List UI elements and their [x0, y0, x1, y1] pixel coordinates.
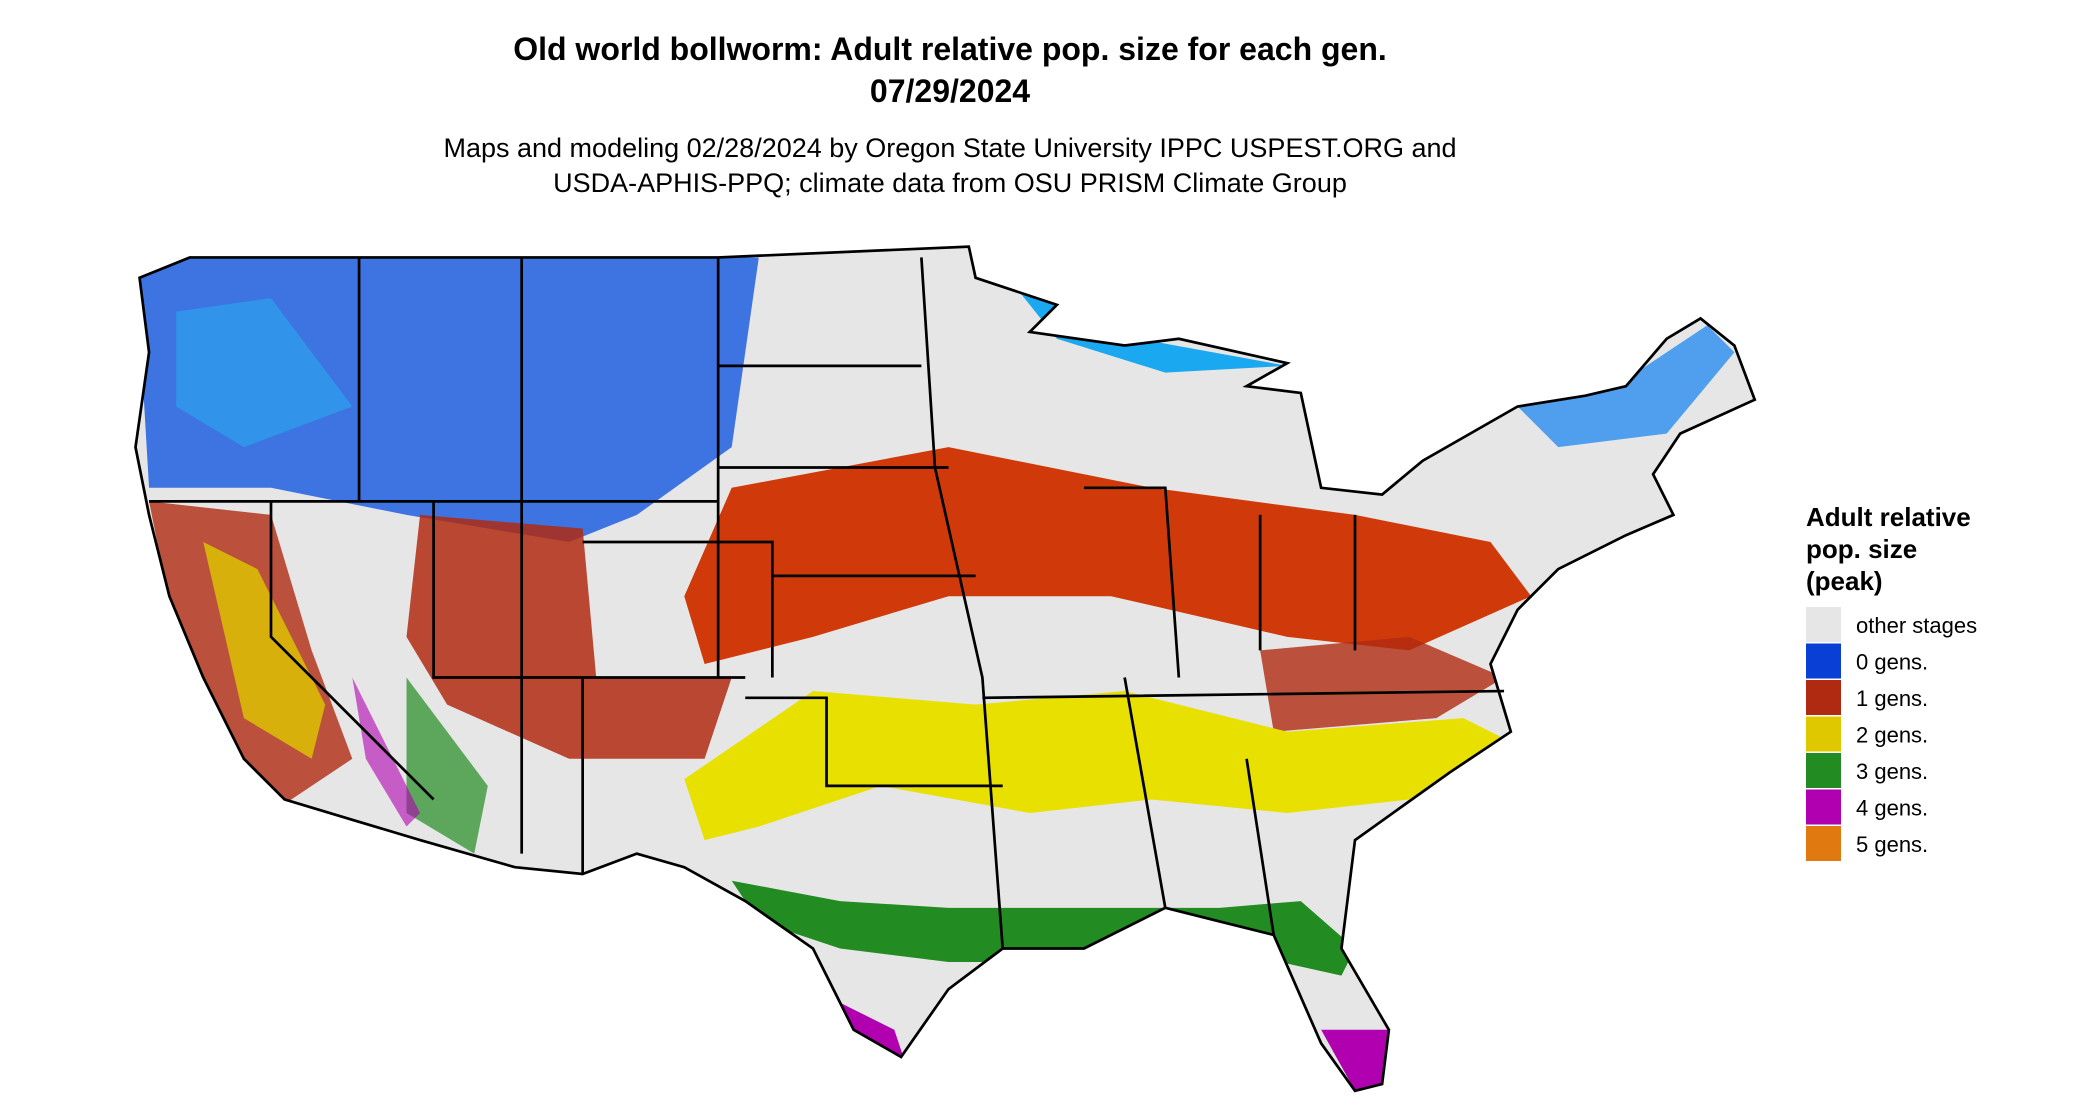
date: 07/29/2024 [870, 73, 1030, 109]
legend-label: 4 gens. [1856, 796, 1928, 821]
legend-swatch [1806, 643, 1841, 679]
legend-swatch [1806, 680, 1841, 715]
legend-title: Adult relative [1806, 502, 1971, 532]
subtitle: Maps and modeling 02/28/2024 by Oregon S… [443, 133, 1456, 163]
legend-swatch [1806, 789, 1841, 825]
legend-entries: other stages 0 gens. 1 gens. 2 gens. 3 gens.… [1806, 607, 1977, 861]
legend-title: (peak) [1806, 566, 1883, 596]
legend-swatch [1806, 826, 1841, 861]
legend-label: 5 gens. [1856, 832, 1928, 857]
legend-title: pop. size [1806, 534, 1917, 564]
map-regions [135, 257, 1735, 1091]
legend: Adult relative pop. size (peak) other st… [1806, 502, 1977, 861]
state-borders [134, 245, 1757, 1093]
title: Old world bollworm: Adult relative pop. … [513, 31, 1387, 67]
legend-swatch [1806, 716, 1841, 752]
subtitle: USDA-APHIS-PPQ; climate data from OSU PR… [553, 168, 1347, 198]
legend-swatch [1806, 753, 1841, 788]
legend-label: 3 gens. [1856, 759, 1928, 784]
legend-label: 1 gens. [1856, 686, 1928, 711]
legend-label: 2 gens. [1856, 723, 1928, 748]
legend-label: 0 gens. [1856, 650, 1928, 675]
legend-label: other stages [1856, 613, 1977, 638]
map [134, 245, 1757, 1093]
legend-swatch [1806, 607, 1841, 642]
